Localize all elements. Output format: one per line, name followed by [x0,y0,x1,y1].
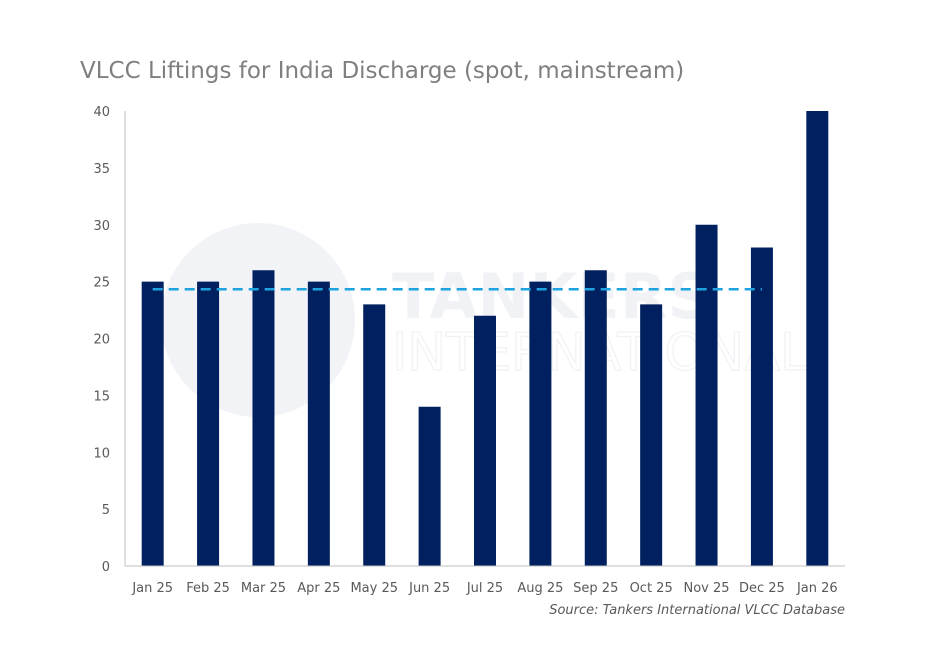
bar-apr-25 [307,281,330,566]
bar-oct-25 [640,304,663,566]
bar-mar-25 [252,270,275,566]
x-tick-label: Jan 25 [131,581,173,596]
x-tick-label: Dec 25 [739,581,785,596]
bar-nov-25 [695,224,718,566]
x-tick-label: Sep 25 [573,581,618,596]
x-tick-label: Apr 25 [297,581,340,596]
x-tick-label: Jan 26 [796,581,838,596]
x-tick-label: Nov 25 [684,581,730,596]
x-tick-label: Jul 25 [466,581,503,596]
bar-dec-25 [750,247,773,566]
y-tick-label: 5 [102,503,110,518]
x-tick-label: Feb 25 [186,581,230,596]
bar-aug-25 [529,281,552,566]
x-tick-label: Aug 25 [517,581,563,596]
bar-sep-25 [584,270,607,566]
source-note: Source: Tankers International VLCC Datab… [549,603,845,618]
x-tick-label: Oct 25 [630,581,673,596]
y-tick-label: 40 [93,105,110,120]
y-tick-label: 10 [93,446,110,461]
y-tick-label: 25 [93,276,110,291]
bar-jan-26 [806,111,829,566]
bar-jun-25 [418,406,441,566]
y-tick-label: 35 [93,162,110,177]
bar-jan-25 [141,281,164,566]
y-tick-label: 20 [93,333,110,348]
y-tick-label: 30 [93,219,110,234]
x-tick-label: May 25 [350,581,398,596]
bar-jul-25 [474,315,496,566]
bar-feb-25 [197,281,220,566]
x-tick-label: Jun 25 [408,581,450,596]
y-tick-label: 0 [102,560,110,575]
chart-title: VLCC Liftings for India Discharge (spot,… [80,58,684,84]
x-tick-label: Mar 25 [241,581,286,596]
y-tick-label: 15 [93,389,110,404]
bar-may-25 [363,304,386,566]
